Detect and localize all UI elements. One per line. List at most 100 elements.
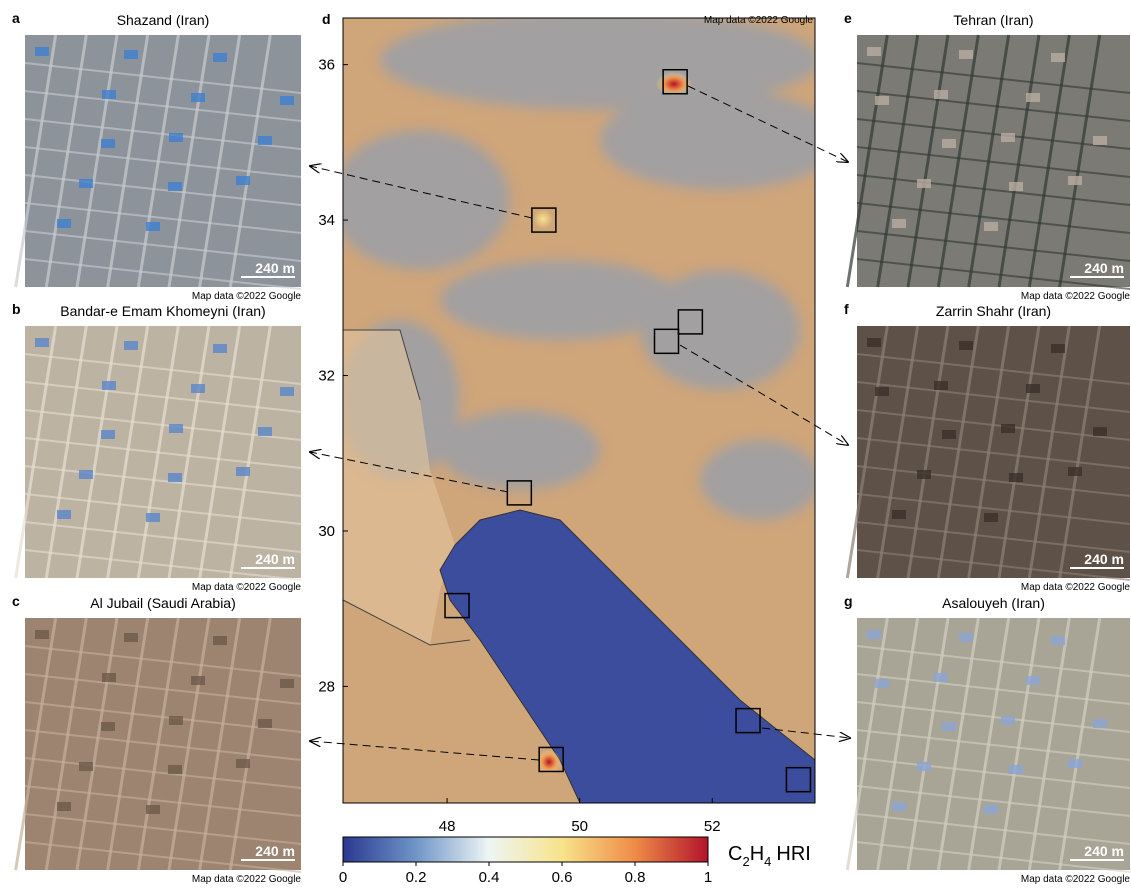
building <box>1051 53 1065 62</box>
building <box>875 96 889 105</box>
building <box>280 387 294 396</box>
building <box>1026 384 1040 393</box>
building <box>1009 765 1023 774</box>
street <box>24 785 302 817</box>
building <box>101 139 115 148</box>
building <box>191 93 205 102</box>
panel-title: Al Jubail (Saudi Arabia) <box>90 595 236 611</box>
building <box>146 805 160 814</box>
building <box>169 424 183 433</box>
building <box>124 50 138 59</box>
street <box>1058 34 1102 288</box>
street <box>845 34 889 288</box>
building <box>984 222 998 231</box>
building <box>934 381 948 390</box>
building <box>1026 93 1040 102</box>
street <box>198 617 242 871</box>
panel-letter: b <box>12 301 21 317</box>
building <box>102 90 116 99</box>
building <box>1051 636 1065 645</box>
street <box>228 34 272 288</box>
building <box>169 133 183 142</box>
building <box>79 762 93 771</box>
scale-label: 240 m <box>1084 260 1124 276</box>
street <box>167 325 211 579</box>
building <box>236 467 250 476</box>
colorbar-tick-label: 0.4 <box>479 869 500 885</box>
y-tick-label: 36 <box>318 57 335 74</box>
building <box>1068 176 1082 185</box>
street <box>24 549 302 581</box>
street <box>1058 325 1102 579</box>
street <box>906 34 950 288</box>
street <box>906 325 950 579</box>
building <box>959 50 973 59</box>
building <box>892 219 906 228</box>
street <box>856 465 1131 497</box>
building <box>984 513 998 522</box>
street <box>167 617 211 871</box>
colorbar-label: C2H4 HRI <box>728 843 811 869</box>
street <box>198 325 242 579</box>
panel-title: Tehran (Iran) <box>953 12 1033 28</box>
building <box>79 179 93 188</box>
panel-letter: c <box>12 593 20 609</box>
building <box>146 222 160 231</box>
building <box>236 759 250 768</box>
map-credit: Map data ©2022 Google <box>1021 291 1131 302</box>
map-credit: Map data ©2022 Google <box>1021 874 1131 885</box>
map-credit: Map data ©2022 Google <box>704 15 814 26</box>
building <box>1001 424 1015 433</box>
x-tick-label: 48 <box>439 818 456 835</box>
street <box>24 62 302 94</box>
building <box>1068 759 1082 768</box>
scale-label: 240 m <box>255 843 295 859</box>
connector-arrows <box>310 85 850 761</box>
street <box>44 34 88 288</box>
satellite-panel <box>14 617 302 873</box>
building <box>191 676 205 685</box>
building <box>146 513 160 522</box>
panel-title: Asalouyeh (Iran) <box>942 595 1045 611</box>
street <box>44 617 88 871</box>
street <box>24 757 302 789</box>
scale-label: 240 m <box>1084 551 1124 567</box>
street <box>856 645 1131 677</box>
street <box>24 146 302 178</box>
satellite-panel <box>14 325 302 581</box>
site-box <box>735 707 761 734</box>
street <box>856 353 1131 385</box>
building <box>168 182 182 191</box>
building <box>35 630 49 639</box>
street <box>997 617 1041 871</box>
street <box>1027 34 1071 288</box>
building <box>101 430 115 439</box>
building <box>57 510 71 519</box>
building <box>959 341 973 350</box>
building <box>1068 467 1082 476</box>
building <box>867 47 881 56</box>
street <box>24 645 302 677</box>
street <box>876 34 920 288</box>
street <box>856 785 1131 817</box>
street <box>228 617 272 871</box>
building <box>875 679 889 688</box>
building <box>867 630 881 639</box>
satellite-panel <box>14 34 302 290</box>
building <box>892 510 906 519</box>
site-box <box>662 68 688 95</box>
building <box>934 90 948 99</box>
building <box>984 805 998 814</box>
panel-letter: a <box>12 10 20 26</box>
building <box>57 219 71 228</box>
site-box <box>444 592 470 619</box>
street <box>856 258 1131 290</box>
street <box>24 381 302 413</box>
building <box>917 762 931 771</box>
building <box>280 679 294 688</box>
colorbar-tick-label: 0.8 <box>625 869 646 885</box>
site-box <box>506 480 533 506</box>
building <box>1009 473 1023 482</box>
street <box>856 90 1131 122</box>
